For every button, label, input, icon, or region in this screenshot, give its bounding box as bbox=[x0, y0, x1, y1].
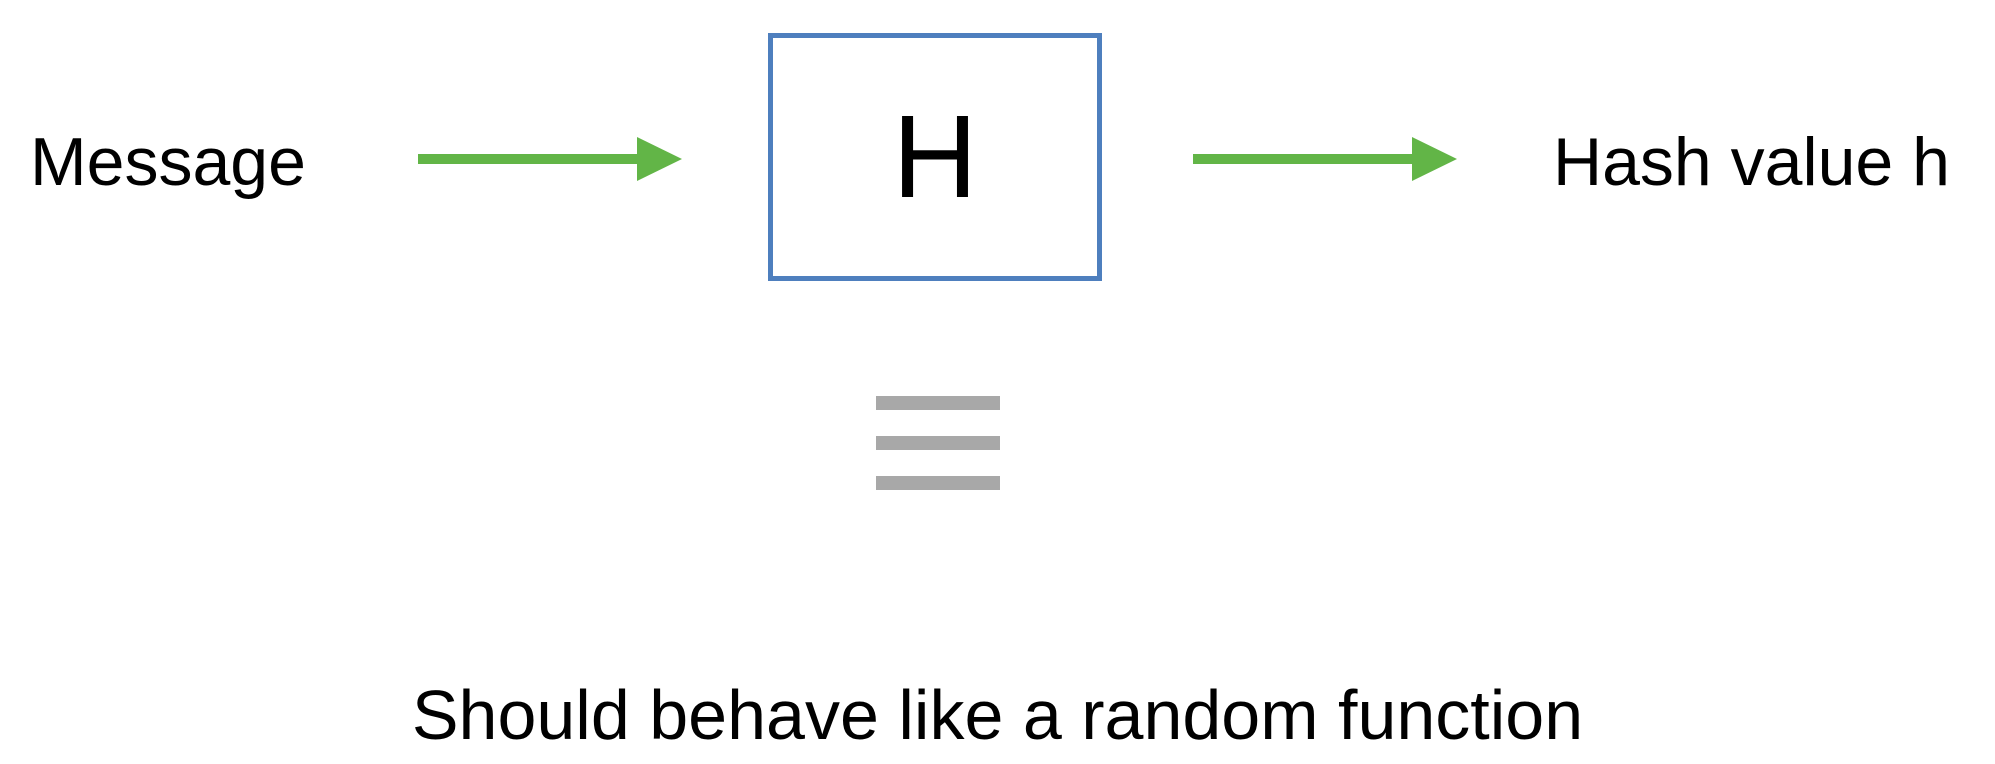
hash-function-box: H bbox=[768, 33, 1102, 281]
hash-function-label: H bbox=[892, 91, 978, 223]
caption-text: Should behave like a random function bbox=[411, 676, 1584, 754]
output-arrow bbox=[1193, 137, 1457, 181]
triple-bar-equivalence-icon bbox=[876, 396, 1000, 490]
input-message-label: Message bbox=[30, 124, 306, 200]
output-hash-value-label: Hash value h bbox=[1553, 124, 1950, 200]
input-arrow bbox=[418, 137, 682, 181]
